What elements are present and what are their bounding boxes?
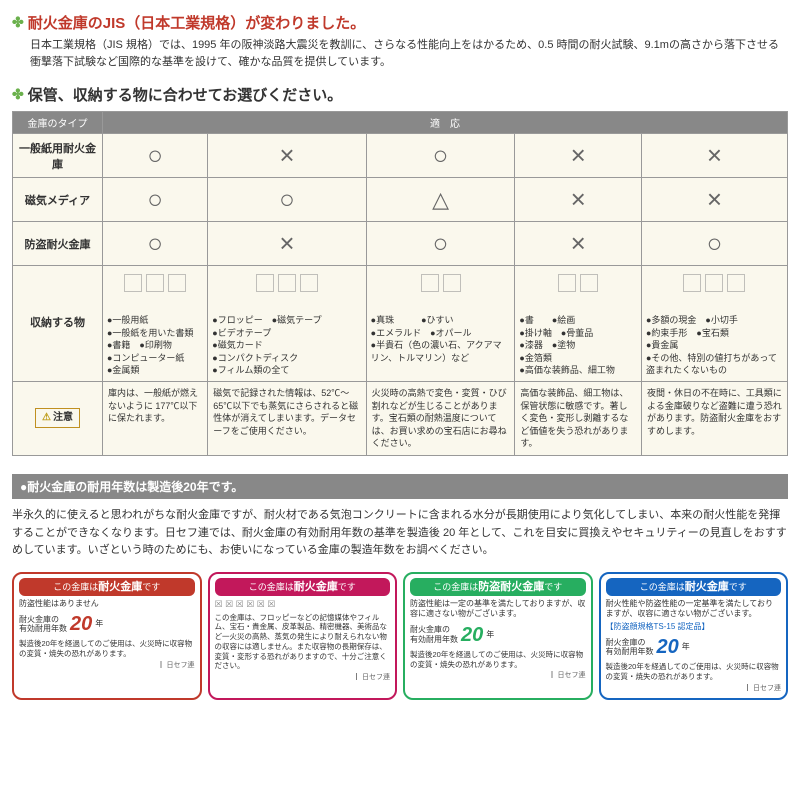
card-brand: ┃ 日セフ連 [606,684,782,693]
card-sub: 耐火性能や防盗性能の一定基準を満たしておりますが、収容に適さない物がございます。 [606,599,782,620]
card-head: この金庫は耐火金庫です [19,578,195,596]
compat-symbol: ○ [366,222,515,266]
compat-symbol: × [208,134,366,178]
safe-card: この金庫は耐火金庫です耐火性能や防盗性能の一定基準を満たしておりますが、収容に適… [599,572,789,700]
compat-symbol: ○ [208,178,366,222]
compat-symbol: ○ [103,134,208,178]
row-items-label: 収納する物 [13,266,103,382]
caution-col: 磁気で記録された情報は、52℃〜65℃以下でも蒸気にさらされると磁性体が消えてし… [208,381,366,455]
card-sub: 防盗性能はありません [19,599,195,609]
card-foot: 製造後20年を経過してのご使用は、火災時に収容物の変質・焼失の恐れがあります。 [410,650,586,670]
card-brand: ┃ 日セフ連 [215,673,391,682]
caution-label: ⚠注意 [13,381,103,455]
section2-title: ✤保管、収納する物に合わせてお選びください。 [12,84,788,105]
card-blue: 【防盗顔規格TS-15 認定品】 [606,622,782,632]
row-label: 磁気メディア [13,178,103,222]
cards-row: この金庫は耐火金庫です防盗性能はありません耐火金庫の 有効耐用年数20年製造後2… [12,572,788,700]
card-brand: ┃ 日セフ連 [410,671,586,680]
compat-symbol: × [208,222,366,266]
safe-card: この金庫は耐火金庫です防盗性能はありません耐火金庫の 有効耐用年数20年製造後2… [12,572,202,700]
row-label: 防盗耐火金庫 [13,222,103,266]
items-col: ●書 ●絵画 ●掛け軸 ●骨董品 ●漆器 ●塗物 ●金箔類 ●高価な装飾品、細工… [515,266,642,382]
card-year: 耐火金庫の 有効耐用年数20年 [606,634,782,660]
items-col: ●真珠 ●ひすい ●エメラルド ●オパール ●半貴石（色の濃い石、アクアマリン、… [366,266,515,382]
compat-symbol: × [515,134,642,178]
section1-title: ✤耐火金庫のJIS（日本工業規格）が変わりました。 [12,12,788,33]
card-foot: この金庫は、フロッピーなどの記憶媒体やフィルム、宝石・貴金属、皮革製品、精密機器… [215,613,391,672]
compat-symbol: △ [366,178,515,222]
items-col: ●多額の現金 ●小切手 ●約束手形 ●宝石類 ●貴金属 ●その他、特別の値打ちが… [641,266,787,382]
caution-col: 庫内は、一般紙が燃えないように 177℃以下に保たれます。 [103,381,208,455]
caution-col: 火災時の高熱で変色・変質・ひび割れなどが生じることがあります。宝石類の耐熱温度に… [366,381,515,455]
section1-intro: 日本工業規格（JIS 規格）では、1995 年の阪神淡路大震災を教訓に、さらなる… [30,37,788,70]
items-col: ●一般用紙 ●一般紙を用いた書類 ●書籍 ●印刷物 ●コンピューター紙 ●金属類 [103,266,208,382]
row-label: 一般紙用耐火金庫 [13,134,103,178]
th-compat: 適 応 [103,112,788,134]
safe-card: この金庫は防盗耐火金庫です防盗性能は一定の基準を満たしておりますが、収容に適さな… [403,572,593,700]
card-foot: 製造後20年を経過してのご使用は、火災時に収容物の変質・焼失の恐れがあります。 [19,639,195,659]
x-icons: ☒ ☒ ☒ ☒ ☒ ☒ [215,599,391,611]
lifespan-bar: ●耐火金庫の耐用年数は製造後20年です。 [12,474,788,499]
card-brand: ┃ 日セフ連 [19,661,195,670]
caution-col: 夜間・休日の不在時に、工具類による金庫破りなど盗難に遭う恐れがあります。防盗耐火… [641,381,787,455]
compat-table: 金庫のタイプ適 応 一般紙用耐火金庫○×○××磁気メディア○○△××防盗耐火金庫… [12,111,788,456]
clover-icon: ✤ [12,14,24,31]
compat-symbol: × [641,178,787,222]
compat-symbol: × [641,134,787,178]
card-head: この金庫は耐火金庫です [606,578,782,596]
card-head: この金庫は耐火金庫です [215,578,391,596]
card-foot: 製造後20年を経過してのご使用は、火災時に収容物の変質・焼失の恐れがあります。 [606,662,782,682]
lifespan-text: 半永久的に使えると思われがちな耐火金庫ですが、耐火材である気泡コンクリートに含ま… [12,507,788,560]
card-sub: 防盗性能は一定の基準を満たしておりますが、収容に適さない物がございます。 [410,599,586,620]
items-col: ●フロッピー ●磁気テープ ●ビデオテープ ●磁気カード ●コンパクトディスク … [208,266,366,382]
compat-symbol: ○ [366,134,515,178]
clover-icon: ✤ [12,86,24,103]
card-year: 耐火金庫の 有効耐用年数20年 [410,622,586,648]
compat-symbol: ○ [641,222,787,266]
warning-icon: ⚠ [42,412,51,423]
compat-symbol: ○ [103,178,208,222]
safe-card: この金庫は耐火金庫です ☒ ☒ ☒ ☒ ☒ ☒ この金庫は、フロッピーなどの記憶媒体… [208,572,398,700]
th-type: 金庫のタイプ [13,112,103,134]
compat-symbol: × [515,178,642,222]
compat-symbol: ○ [103,222,208,266]
card-head: この金庫は防盗耐火金庫です [410,578,586,596]
compat-symbol: × [515,222,642,266]
card-year: 耐火金庫の 有効耐用年数20年 [19,611,195,637]
caution-col: 高価な装飾品、細工物は、保管状態に敏感です。著しく変色・変形し剥離するなど価値を… [515,381,642,455]
